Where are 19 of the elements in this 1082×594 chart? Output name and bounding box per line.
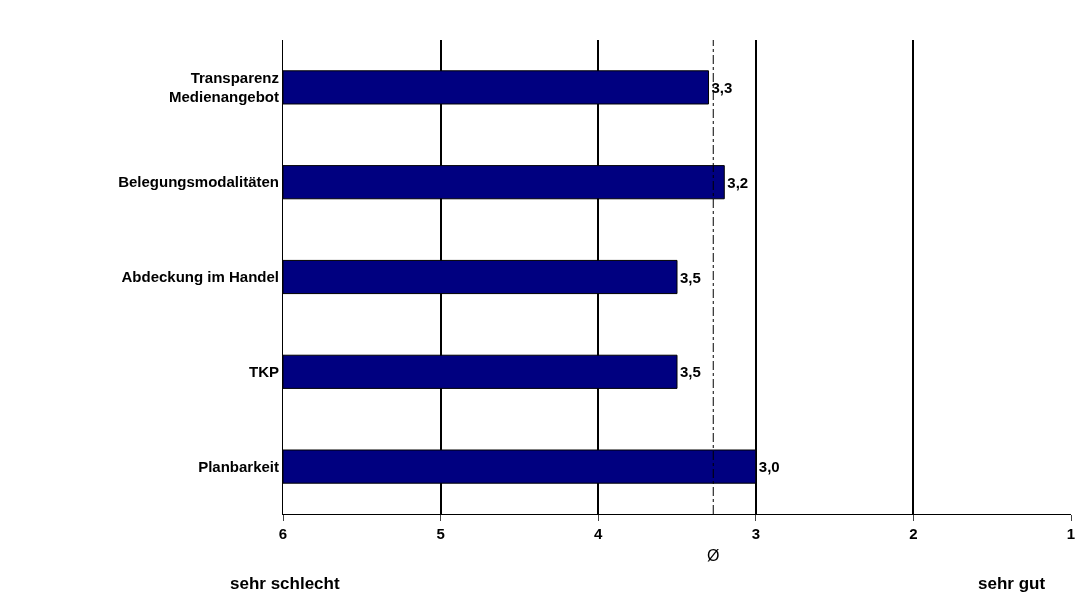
- y-tick-label: Planbarkeit: [198, 457, 279, 475]
- x-tick-label: 2: [909, 525, 918, 542]
- y-tick-label: Belegungsmodalitäten: [118, 173, 279, 191]
- x-tick-label: 1: [1066, 525, 1076, 542]
- data-label: 3,2: [727, 173, 749, 191]
- ref-line-label: Ø: [707, 547, 720, 564]
- y-tick-label: TKP: [249, 363, 279, 381]
- data-label: 3,0: [758, 458, 780, 476]
- data-label: 3,3: [711, 78, 733, 96]
- data-label: 3,5: [680, 268, 701, 286]
- x-tick-label: 5: [436, 525, 445, 542]
- text: sehr schlecht: [230, 574, 340, 593]
- x-tick-label: 6: [278, 525, 288, 542]
- y-tick-label: Transparenz Medienangebot: [168, 68, 279, 106]
- x-tick-label: 4: [594, 525, 604, 542]
- data-label: 3,5: [680, 363, 701, 381]
- y-tick-label: Abdeckung im Handel: [121, 268, 279, 286]
- text: sehr gut: [978, 574, 1046, 593]
- x-tick-label: 3: [751, 525, 760, 542]
